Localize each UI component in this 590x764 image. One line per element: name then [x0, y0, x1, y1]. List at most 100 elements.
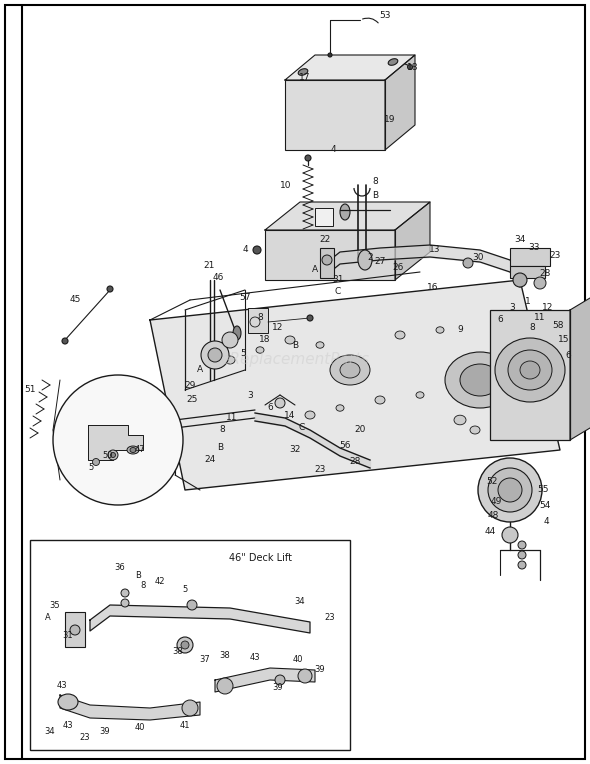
Ellipse shape	[513, 273, 527, 287]
Text: 49: 49	[490, 497, 502, 507]
Bar	[315, 208, 333, 226]
Text: 3: 3	[509, 303, 515, 312]
Text: 4: 4	[330, 145, 336, 154]
Ellipse shape	[436, 327, 444, 333]
Text: 23: 23	[549, 251, 560, 260]
Text: 13: 13	[430, 245, 441, 254]
Ellipse shape	[395, 331, 405, 339]
Ellipse shape	[322, 255, 332, 265]
Ellipse shape	[518, 551, 526, 559]
Text: 39: 39	[273, 684, 283, 692]
Polygon shape	[285, 55, 415, 80]
Ellipse shape	[470, 426, 480, 434]
Text: A: A	[45, 613, 51, 623]
Ellipse shape	[445, 352, 515, 408]
Text: 12: 12	[273, 323, 284, 332]
Text: 14: 14	[284, 410, 296, 419]
Text: B: B	[372, 192, 378, 200]
Ellipse shape	[107, 286, 113, 292]
Text: 40: 40	[293, 656, 303, 665]
Ellipse shape	[488, 468, 532, 512]
Text: 47: 47	[135, 445, 145, 455]
Ellipse shape	[463, 258, 473, 268]
Text: 3: 3	[247, 390, 253, 400]
Text: B: B	[135, 571, 141, 580]
Ellipse shape	[460, 364, 500, 396]
Bar	[30, 540, 350, 750]
Text: 5: 5	[240, 348, 246, 358]
Bar	[490, 310, 570, 440]
Text: 26: 26	[392, 264, 404, 273]
Ellipse shape	[253, 246, 261, 254]
Ellipse shape	[518, 541, 526, 549]
Text: 48: 48	[487, 510, 499, 520]
Text: 40: 40	[135, 724, 145, 733]
Text: A: A	[312, 266, 318, 274]
Ellipse shape	[495, 338, 565, 402]
Text: 52: 52	[486, 478, 498, 487]
Text: 24: 24	[204, 455, 215, 465]
Ellipse shape	[316, 342, 324, 348]
Ellipse shape	[508, 350, 552, 390]
Ellipse shape	[275, 675, 285, 685]
Text: 4: 4	[543, 517, 549, 526]
Text: 35: 35	[50, 601, 60, 610]
Text: 58: 58	[552, 321, 564, 329]
Text: 8: 8	[372, 177, 378, 186]
Ellipse shape	[62, 338, 68, 344]
Text: 46: 46	[212, 274, 224, 283]
Ellipse shape	[298, 669, 312, 683]
Ellipse shape	[208, 348, 222, 362]
Text: 36: 36	[114, 564, 125, 572]
Circle shape	[53, 375, 183, 505]
Text: 8: 8	[219, 426, 225, 435]
Ellipse shape	[127, 446, 139, 454]
Polygon shape	[215, 668, 315, 692]
Text: 4: 4	[242, 245, 248, 254]
Text: 39: 39	[100, 727, 110, 736]
Ellipse shape	[330, 355, 370, 385]
Polygon shape	[385, 55, 415, 150]
Ellipse shape	[121, 599, 129, 607]
Text: 19: 19	[384, 115, 396, 125]
Polygon shape	[60, 695, 200, 720]
Ellipse shape	[358, 250, 372, 270]
Text: A: A	[197, 365, 203, 374]
Text: 57: 57	[240, 293, 251, 303]
Text: 46" Deck Lift: 46" Deck Lift	[229, 553, 292, 563]
Ellipse shape	[298, 69, 308, 76]
Text: 45: 45	[69, 296, 81, 305]
Text: 18: 18	[407, 63, 419, 73]
Text: 5: 5	[88, 464, 94, 472]
Text: 21: 21	[204, 261, 215, 270]
Ellipse shape	[416, 392, 424, 398]
Text: 1: 1	[525, 297, 531, 306]
Bar	[510, 248, 550, 266]
Text: 8: 8	[140, 581, 146, 590]
Text: 23: 23	[80, 733, 90, 743]
Text: B: B	[217, 443, 223, 452]
Text: 6: 6	[267, 403, 273, 413]
Ellipse shape	[328, 53, 332, 57]
Ellipse shape	[217, 678, 233, 694]
Ellipse shape	[305, 411, 315, 419]
Text: C: C	[299, 423, 305, 432]
Text: 33: 33	[528, 244, 540, 252]
Text: 12: 12	[542, 303, 553, 312]
Text: eReplacementParts: eReplacementParts	[221, 351, 369, 367]
Text: 2: 2	[367, 254, 373, 263]
Text: 8: 8	[257, 313, 263, 322]
Text: 56: 56	[339, 441, 350, 449]
Ellipse shape	[502, 527, 518, 543]
Ellipse shape	[187, 600, 197, 610]
Text: 11: 11	[535, 313, 546, 322]
Text: 41: 41	[180, 720, 190, 730]
Text: 22: 22	[319, 235, 330, 244]
Ellipse shape	[388, 59, 398, 65]
Ellipse shape	[130, 448, 136, 452]
Ellipse shape	[336, 405, 344, 411]
Text: 18: 18	[259, 335, 271, 345]
Text: 55: 55	[537, 485, 549, 494]
Ellipse shape	[70, 625, 80, 635]
Ellipse shape	[58, 694, 78, 710]
